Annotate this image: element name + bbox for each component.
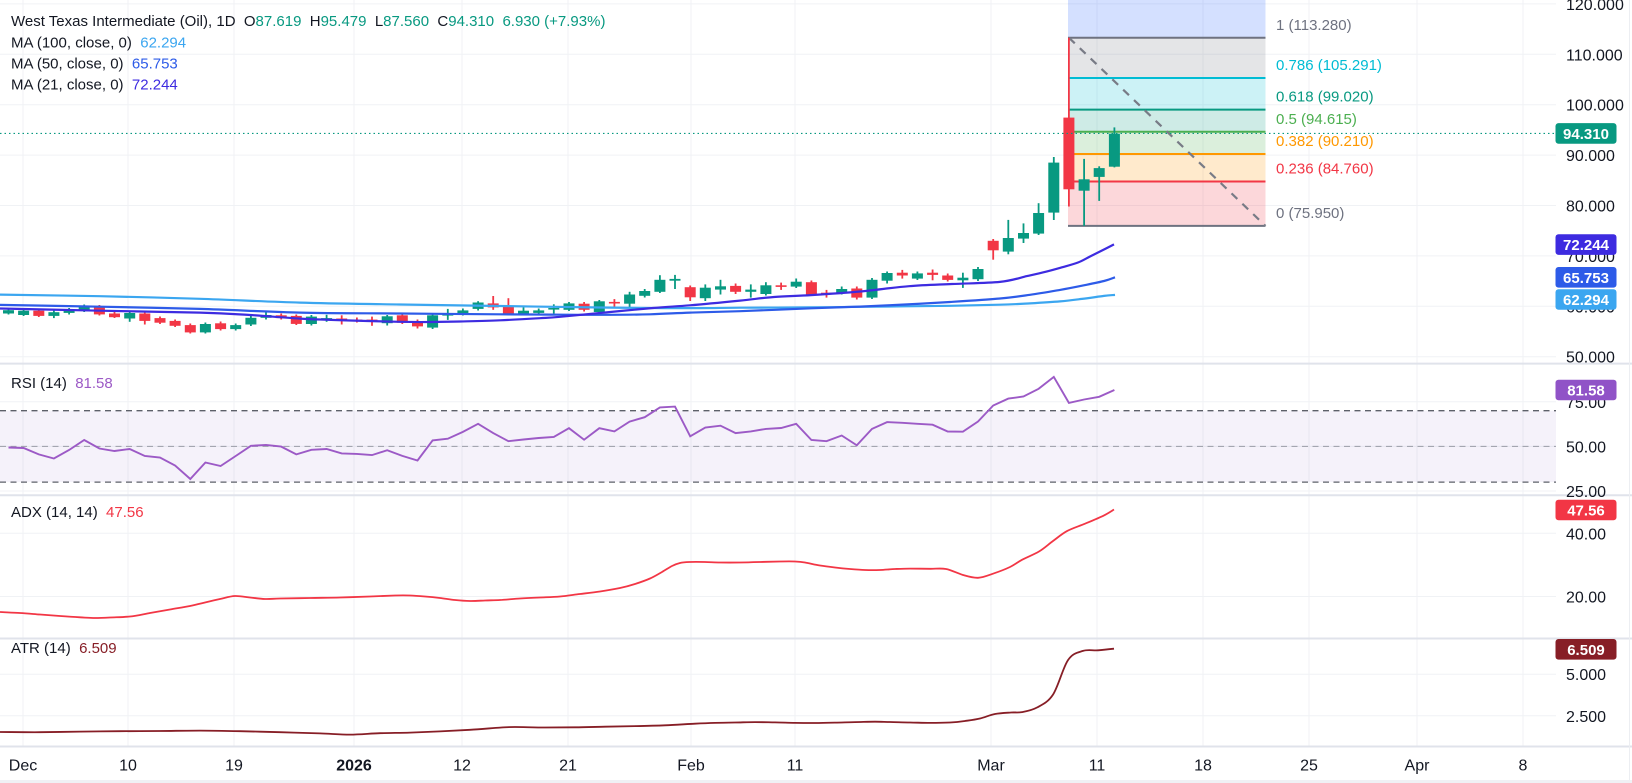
svg-text:2026: 2026: [336, 758, 372, 775]
svg-text:12: 12: [453, 758, 471, 775]
svg-text:West Texas Intermediate (Oil),: West Texas Intermediate (Oil), 1D O87.61…: [11, 13, 605, 30]
svg-text:0.382 (90.210): 0.382 (90.210): [1276, 133, 1374, 150]
svg-text:Dec: Dec: [9, 758, 37, 775]
svg-text:80.000: 80.000: [1566, 199, 1615, 216]
svg-text:0.5 (94.615): 0.5 (94.615): [1276, 111, 1357, 128]
svg-text:MA (21, close, 0) 72.244: MA (21, close, 0) 72.244: [11, 77, 178, 94]
svg-text:62.294: 62.294: [1563, 292, 1610, 309]
svg-text:ATR (14) 6.509: ATR (14) 6.509: [11, 640, 117, 657]
svg-text:25.00: 25.00: [1566, 484, 1606, 501]
svg-text:6.509: 6.509: [1567, 642, 1605, 659]
svg-text:110.000: 110.000: [1566, 47, 1623, 64]
svg-text:50.000: 50.000: [1566, 350, 1615, 367]
svg-text:0.236 (84.760): 0.236 (84.760): [1276, 161, 1374, 178]
svg-text:20.00: 20.00: [1566, 590, 1606, 607]
svg-text:8: 8: [1519, 758, 1528, 775]
svg-text:11: 11: [787, 758, 804, 775]
svg-text:40.00: 40.00: [1566, 526, 1606, 543]
svg-text:25: 25: [1300, 758, 1318, 775]
svg-text:ADX (14, 14) 47.56: ADX (14, 14) 47.56: [11, 504, 144, 521]
svg-text:19: 19: [225, 758, 243, 775]
svg-text:90.000: 90.000: [1566, 148, 1615, 165]
svg-text:72.244: 72.244: [1563, 237, 1610, 254]
svg-text:MA (50, close, 0) 65.753: MA (50, close, 0) 65.753: [11, 56, 178, 73]
svg-text:0.786 (105.291): 0.786 (105.291): [1276, 57, 1382, 74]
svg-text:18: 18: [1194, 758, 1212, 775]
svg-text:50.00: 50.00: [1566, 439, 1606, 456]
svg-text:1 (113.280): 1 (113.280): [1276, 17, 1352, 34]
svg-text:81.58: 81.58: [1567, 383, 1605, 400]
svg-text:Apr: Apr: [1405, 758, 1431, 775]
svg-text:0 (75.950): 0 (75.950): [1276, 205, 1344, 222]
svg-text:94.310: 94.310: [1563, 126, 1609, 143]
svg-text:21: 21: [559, 758, 577, 775]
svg-text:2.500: 2.500: [1566, 709, 1606, 726]
svg-text:Feb: Feb: [677, 758, 705, 775]
svg-text:10: 10: [119, 758, 137, 775]
svg-text:11: 11: [1089, 758, 1106, 775]
svg-text:47.56: 47.56: [1567, 503, 1605, 520]
svg-text:0.618 (99.020): 0.618 (99.020): [1276, 89, 1374, 106]
svg-text:65.753: 65.753: [1563, 270, 1609, 287]
svg-text:120.000: 120.000: [1566, 0, 1624, 14]
svg-text:Mar: Mar: [977, 758, 1005, 775]
svg-text:5.000: 5.000: [1566, 667, 1606, 684]
svg-text:MA (100, close, 0) 62.294: MA (100, close, 0) 62.294: [11, 35, 186, 52]
svg-text:RSI (14) 81.58: RSI (14) 81.58: [11, 375, 113, 392]
svg-text:100.000: 100.000: [1566, 98, 1624, 115]
